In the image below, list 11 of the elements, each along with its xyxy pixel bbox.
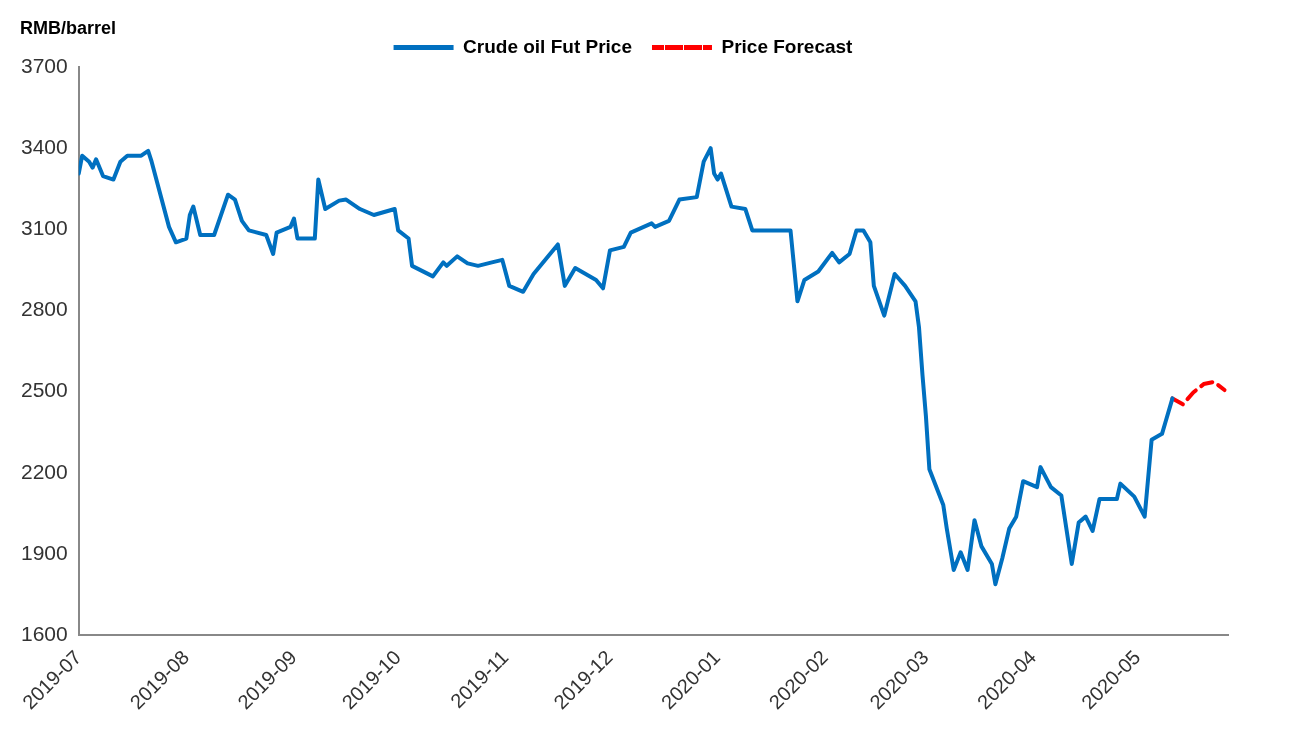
y-tick-label: 1600 <box>21 621 68 645</box>
y-tick-label: 3700 <box>21 53 68 77</box>
y-tick-label: 2500 <box>21 378 68 402</box>
y-tick-label: 3400 <box>21 134 68 158</box>
legend-label: Price Forecast <box>721 35 854 57</box>
y-tick-label: 2800 <box>21 297 68 321</box>
y-axis-title: RMB/barrel <box>20 17 117 38</box>
legend-label: Crude oil Fut Price <box>463 35 632 57</box>
y-tick-label: 1900 <box>21 540 68 564</box>
y-tick-label: 3100 <box>21 216 68 240</box>
y-tick-label: 2200 <box>21 459 68 483</box>
